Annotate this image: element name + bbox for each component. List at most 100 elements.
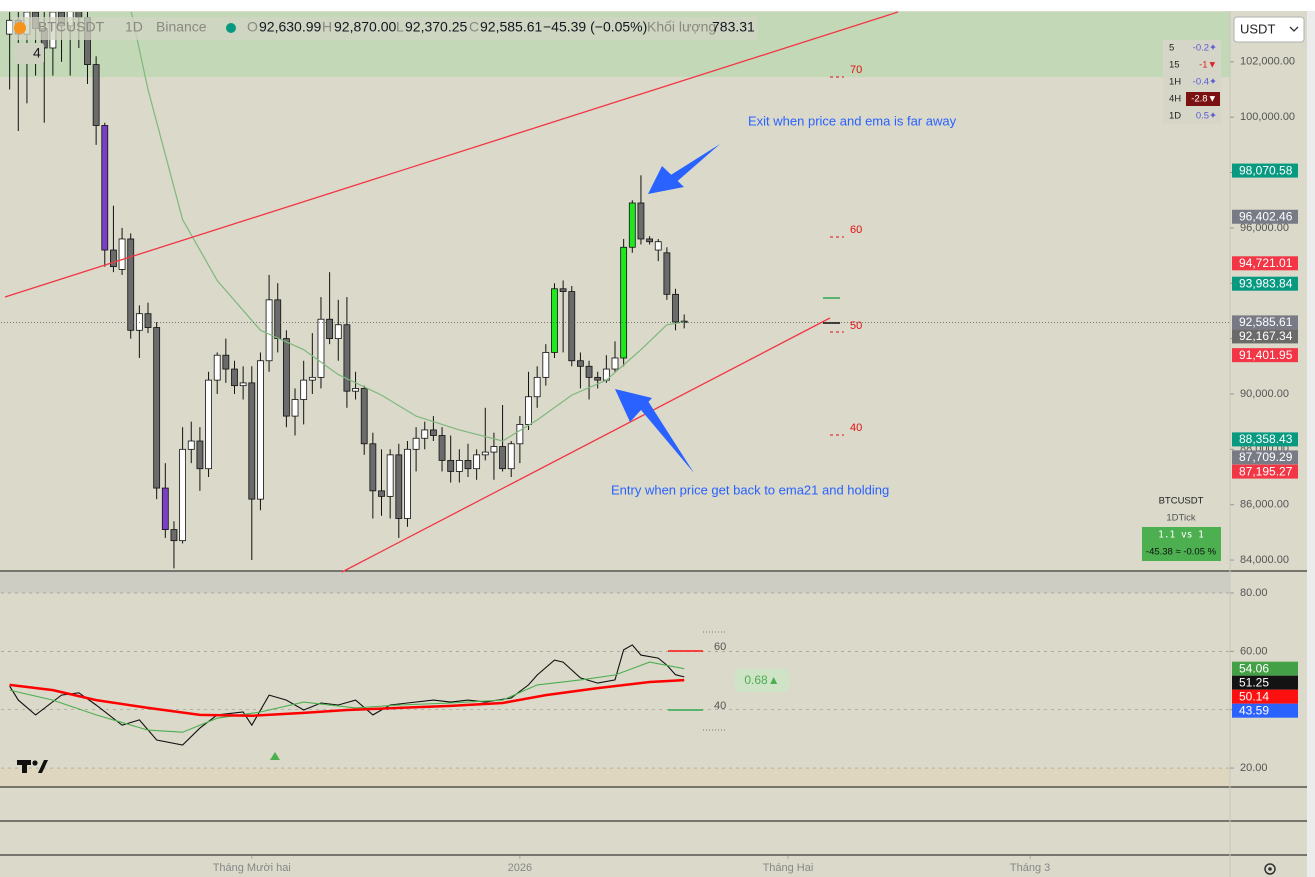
x-tick-label: Tháng Mười hai: [213, 862, 291, 874]
mtf-table: 5 -0.2✦ 15 -1▼ 1H -0.4✦ 4H -2.8▼ 1D 0.5✦: [1163, 40, 1221, 124]
status-dot: [226, 23, 236, 33]
mtf-value: -1▼: [1199, 60, 1217, 71]
candle-body: [404, 448, 411, 519]
price-badge-label: 92,585.61: [1239, 315, 1293, 329]
rsi-line: [9, 661, 685, 733]
candle-body: [205, 379, 212, 470]
candle-body: [499, 446, 506, 470]
candle-body: [585, 365, 593, 378]
y-tick-label: 20.00: [1240, 762, 1268, 774]
price-badge: [1232, 348, 1298, 363]
price-badge-label: 43.59: [1239, 703, 1269, 717]
candle-body: [611, 357, 619, 370]
candle-body: [343, 324, 351, 392]
candle-body: [187, 440, 195, 450]
mtf-timeframe: 4H: [1169, 94, 1181, 105]
price-badge: [1232, 661, 1298, 676]
trend-line-upper: [4, 11, 899, 298]
info-panel: [1142, 527, 1221, 561]
candle-body: [257, 360, 264, 500]
mtf-value: -2.8▼: [1191, 94, 1217, 105]
price-badge-label: 91,401.95: [1239, 348, 1293, 362]
candle-body: [317, 318, 325, 378]
top-bar: [0, 0, 1315, 11]
candle-body: [170, 529, 178, 542]
candle-body: [551, 288, 558, 353]
candle-body: [490, 446, 498, 453]
rsi-plot: [1, 592, 1229, 769]
price-badge: [1232, 432, 1298, 447]
price-badge: [1232, 209, 1298, 224]
price-badge: [1232, 464, 1298, 479]
currency-select[interactable]: [1233, 16, 1305, 43]
mtf-timeframe: 15: [1169, 60, 1180, 71]
info-symbol: BTCUSDT: [1159, 496, 1204, 507]
tv-logo: [17, 760, 48, 773]
mtf-timeframe: 1H: [1169, 77, 1181, 88]
x-tick-label: Tháng 3: [1010, 862, 1050, 874]
dropdown-caret[interactable]: [1289, 26, 1299, 32]
candle-body: [179, 448, 187, 542]
settings-icon[interactable]: [1264, 863, 1276, 875]
candle-body: [412, 437, 420, 450]
candle-body: [429, 429, 437, 436]
candle-body: [213, 354, 221, 381]
level-label: 40: [850, 422, 862, 434]
mtf-value: -0.4✦: [1193, 77, 1217, 88]
price-badge-label: 92,167.34: [1239, 329, 1293, 343]
open-value: 92,630.99: [259, 19, 321, 35]
price-badge: [1232, 163, 1298, 178]
price-badge-label: 88,358.43: [1239, 432, 1293, 446]
price-badge: [1232, 256, 1298, 271]
open-label: O: [247, 19, 258, 35]
y-tick-label: 86,000.00: [1240, 499, 1289, 511]
arrow-shaft: [636, 398, 694, 473]
mtf-background: [1163, 40, 1221, 124]
candle-body: [654, 241, 662, 251]
price-badge-label: 87,709.29: [1239, 450, 1293, 464]
candle-body: [542, 352, 550, 378]
candle-body: [594, 376, 602, 381]
candle-body: [369, 443, 377, 492]
price-badge: [1232, 276, 1298, 291]
symbol-icon: [14, 22, 26, 34]
candle-body: [308, 376, 316, 381]
indicator-toggle[interactable]: [14, 43, 44, 64]
price-badge: [1232, 675, 1298, 690]
y-tick-label: 100,000.00: [1240, 111, 1295, 123]
candle-body: [507, 443, 515, 470]
candle-body: [516, 424, 524, 445]
interval: 1D: [125, 19, 143, 35]
settings-icon-center[interactable]: [1268, 867, 1272, 871]
volume-value: 783.31: [712, 19, 755, 35]
mtf-value: 0.5✦: [1196, 111, 1217, 122]
candle-body: [637, 202, 645, 240]
candle-body: [291, 399, 299, 417]
price-badge: [1232, 450, 1298, 465]
annotation: Entry when price get back to ema21 and h…: [611, 482, 889, 497]
candle-body: [473, 454, 481, 470]
level-label: 50: [850, 320, 862, 332]
candle-body: [438, 435, 446, 461]
legend-bar: [12, 17, 757, 40]
candle-body: [153, 327, 161, 489]
rsi-lower-band: [0, 768, 1230, 787]
level-label: 60: [850, 224, 862, 236]
currency[interactable]: USDT: [1240, 21, 1275, 36]
high-value: 92,870.00: [334, 19, 396, 35]
candle-body: [525, 396, 532, 425]
info-change: -45.38 ≈ -0.05 %: [1146, 547, 1217, 558]
price-badge-label: 54.06: [1239, 661, 1269, 675]
arrow-head: [648, 166, 684, 194]
y-tick-label: 84,000.00: [1240, 554, 1289, 566]
price-badge-label: 87,195.27: [1239, 464, 1293, 478]
close-value: 92,585.61: [480, 19, 542, 35]
candle-body: [300, 379, 308, 400]
exchange: Binance: [156, 19, 207, 35]
y-tick-label: 102,000.00: [1240, 56, 1295, 68]
indicator-count[interactable]: 4: [33, 45, 41, 61]
candle-body: [481, 451, 489, 456]
candle-body: [378, 490, 385, 497]
candle-body: [222, 354, 230, 370]
